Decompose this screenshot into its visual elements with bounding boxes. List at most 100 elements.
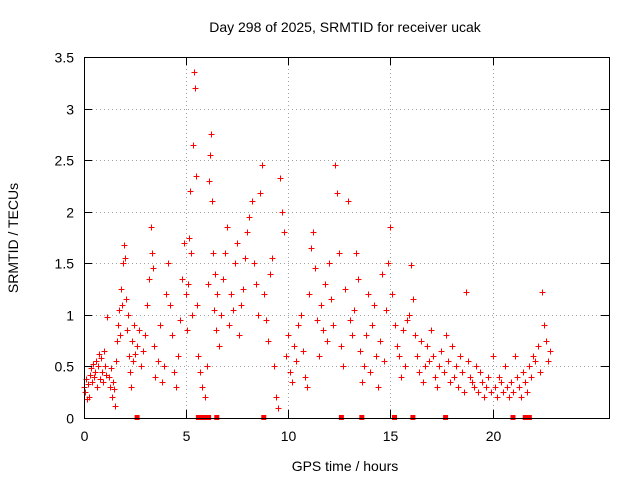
data-point bbox=[234, 240, 241, 247]
data-point bbox=[202, 394, 209, 401]
data-point bbox=[111, 386, 118, 393]
data-point bbox=[211, 307, 218, 314]
data-point bbox=[216, 343, 223, 350]
data-point bbox=[279, 209, 286, 216]
y-axis-label: SRMTID / TECUs bbox=[5, 183, 21, 293]
data-point bbox=[150, 265, 157, 272]
data-point bbox=[228, 291, 235, 298]
data-point bbox=[314, 317, 321, 324]
x-tick-label: 0 bbox=[81, 428, 89, 444]
data-point bbox=[157, 322, 164, 329]
data-point bbox=[122, 255, 129, 262]
data-point bbox=[255, 312, 262, 319]
data-point bbox=[236, 332, 243, 339]
data-point bbox=[379, 271, 386, 278]
data-point bbox=[192, 85, 199, 92]
data-point bbox=[514, 374, 521, 381]
data-point bbox=[385, 260, 392, 267]
x-axis-label: GPS time / hours bbox=[292, 458, 399, 474]
data-point bbox=[410, 296, 417, 303]
data-point bbox=[220, 276, 227, 283]
data-point bbox=[87, 372, 94, 379]
data-point bbox=[398, 374, 405, 381]
data-point bbox=[187, 188, 194, 195]
data-point bbox=[367, 369, 374, 376]
data-point bbox=[539, 289, 546, 296]
y-tick-label: 3.5 bbox=[55, 50, 75, 66]
data-point bbox=[128, 384, 135, 391]
data-point bbox=[349, 332, 356, 339]
data-point bbox=[359, 379, 366, 386]
data-point bbox=[345, 198, 352, 205]
data-point bbox=[206, 178, 213, 185]
data-point bbox=[338, 343, 345, 350]
data-point bbox=[193, 173, 200, 180]
data-point bbox=[528, 374, 535, 381]
data-point bbox=[416, 369, 423, 376]
data-point bbox=[287, 369, 294, 376]
data-point bbox=[238, 302, 245, 309]
data-point bbox=[189, 312, 196, 319]
data-point bbox=[293, 358, 300, 365]
data-point bbox=[465, 358, 472, 365]
data-point bbox=[112, 403, 119, 410]
data-point bbox=[459, 369, 466, 376]
data-point bbox=[126, 353, 133, 360]
data-point bbox=[97, 376, 104, 383]
data-point bbox=[371, 302, 378, 309]
data-point bbox=[479, 379, 486, 386]
data-point bbox=[434, 384, 441, 391]
data-point bbox=[91, 374, 98, 381]
data-point bbox=[199, 384, 206, 391]
data-point bbox=[541, 322, 548, 329]
data-point bbox=[408, 262, 415, 269]
data-point bbox=[412, 332, 419, 339]
data-point bbox=[361, 363, 368, 370]
data-point bbox=[500, 389, 507, 396]
x-tick-label: 5 bbox=[183, 428, 191, 444]
data-point bbox=[396, 353, 403, 360]
y-tick-label: 2 bbox=[66, 205, 74, 221]
data-point bbox=[101, 348, 108, 355]
data-point bbox=[271, 363, 278, 370]
data-point bbox=[124, 327, 131, 334]
data-point bbox=[224, 224, 231, 231]
data-point bbox=[532, 358, 539, 365]
data-point bbox=[351, 307, 358, 314]
data-point bbox=[518, 394, 525, 401]
data-point bbox=[86, 394, 93, 401]
data-point bbox=[373, 353, 380, 360]
data-point bbox=[310, 229, 317, 236]
data-point bbox=[140, 348, 147, 355]
data-point bbox=[125, 312, 132, 319]
data-point bbox=[324, 338, 331, 345]
data-point bbox=[175, 353, 182, 360]
data-point bbox=[443, 332, 450, 339]
x-tick-label: 10 bbox=[281, 428, 297, 444]
data-point bbox=[492, 384, 499, 391]
data-point bbox=[130, 358, 137, 365]
data-point bbox=[244, 229, 251, 236]
data-point bbox=[194, 302, 201, 309]
data-point bbox=[181, 240, 188, 247]
data-point bbox=[210, 250, 217, 257]
data-point bbox=[300, 348, 307, 355]
data-point bbox=[183, 291, 190, 298]
data-point bbox=[389, 291, 396, 298]
data-point bbox=[363, 332, 370, 339]
chart-title: Day 298 of 2025, SRMTID for receiver uca… bbox=[209, 19, 482, 35]
data-point bbox=[85, 381, 92, 388]
x-tick-label: 20 bbox=[486, 428, 502, 444]
data-point bbox=[207, 152, 214, 159]
data-gap-marker bbox=[522, 415, 528, 420]
data-point bbox=[118, 286, 125, 293]
data-point bbox=[326, 260, 333, 267]
data-point bbox=[108, 365, 115, 372]
data-point bbox=[334, 190, 341, 197]
data-point bbox=[547, 348, 554, 355]
data-point bbox=[375, 384, 382, 391]
data-point bbox=[530, 353, 537, 360]
data-point bbox=[302, 374, 309, 381]
data-point bbox=[249, 198, 256, 205]
